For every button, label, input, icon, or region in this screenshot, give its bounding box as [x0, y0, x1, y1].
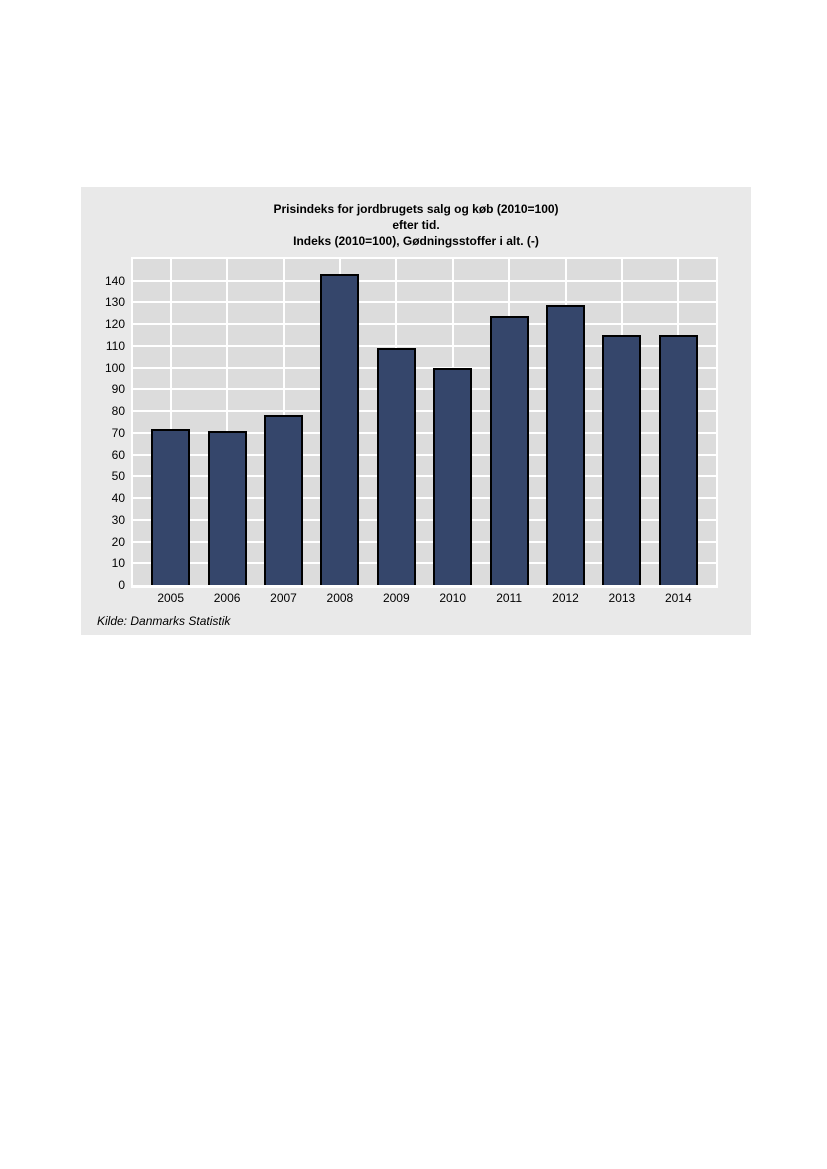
- x-tick-2012: 2012: [552, 591, 579, 605]
- grid-line-y-120: [133, 323, 716, 326]
- y-tick-20: 20: [111, 534, 125, 549]
- y-tick-140: 140: [104, 273, 125, 288]
- source-note: Kilde: Danmarks Statistik: [97, 614, 231, 628]
- plot-area: [131, 257, 718, 588]
- x-tick-2008: 2008: [326, 591, 354, 605]
- grid-line-y-130: [133, 301, 716, 304]
- x-tick-2005: 2005: [157, 591, 185, 605]
- grid-line-y-30: [133, 518, 716, 521]
- grid-line-y-20: [133, 540, 716, 543]
- y-tick-80: 80: [111, 404, 125, 419]
- bar-2010: [433, 367, 473, 585]
- grid-line-y-90: [133, 388, 716, 391]
- x-tick-2006: 2006: [213, 591, 241, 605]
- y-tick-100: 100: [104, 360, 125, 375]
- grid-line-x-2005: [169, 259, 172, 585]
- chart-title-line-3: Indeks (2010=100), Gødningsstoffer i alt…: [293, 234, 539, 248]
- grid-line-y-60: [133, 453, 716, 456]
- x-tick-2009: 2009: [382, 591, 410, 605]
- y-tick-110: 110: [105, 338, 125, 353]
- chart-title-line-2: efter tid.: [392, 218, 440, 232]
- y-tick-70: 70: [111, 425, 125, 440]
- grid-line-y-140: [133, 279, 716, 282]
- y-tick-60: 60: [111, 447, 125, 462]
- y-tick-50: 50: [111, 469, 125, 484]
- bar-2007: [264, 415, 303, 585]
- grid-line-y-80: [133, 410, 716, 413]
- x-tick-2011: 2011: [496, 591, 522, 605]
- grid-line-y-100: [133, 366, 716, 369]
- y-tick-30: 30: [111, 512, 125, 527]
- grid-line-y-70: [133, 431, 716, 434]
- bar-2009: [376, 348, 416, 585]
- bar-2011: [489, 315, 529, 585]
- bar-2012: [546, 304, 585, 585]
- y-tick-130: 130: [104, 295, 125, 310]
- grid-line-y-10: [133, 562, 716, 565]
- bar-2014: [658, 335, 698, 585]
- chart-card: Prisindeks for jordbrugets salg og køb (…: [81, 187, 751, 635]
- chart-title-line-1: Prisindeks for jordbrugets salg og køb (…: [273, 202, 559, 216]
- x-tick-2010: 2010: [439, 591, 467, 605]
- chart-title: Prisindeks for jordbrugets salg og køb (…: [81, 201, 751, 249]
- bar-2008: [320, 274, 360, 585]
- x-tick-2014: 2014: [664, 591, 692, 605]
- bar-2005: [151, 428, 191, 585]
- grid-line-y-40: [133, 497, 716, 500]
- y-tick-10: 10: [111, 556, 125, 571]
- y-tick-90: 90: [111, 382, 125, 397]
- y-tick-120: 120: [104, 317, 125, 332]
- bar-2013: [602, 335, 642, 585]
- x-tick-2013: 2013: [608, 591, 636, 605]
- y-tick-40: 40: [111, 491, 125, 506]
- grid-line-y-110: [133, 344, 716, 347]
- y-tick-0: 0: [118, 578, 125, 592]
- bar-2006: [207, 430, 247, 585]
- grid-line-y-50: [133, 475, 716, 478]
- x-tick-2007: 2007: [270, 591, 297, 605]
- grid-line-x-2006: [226, 259, 229, 585]
